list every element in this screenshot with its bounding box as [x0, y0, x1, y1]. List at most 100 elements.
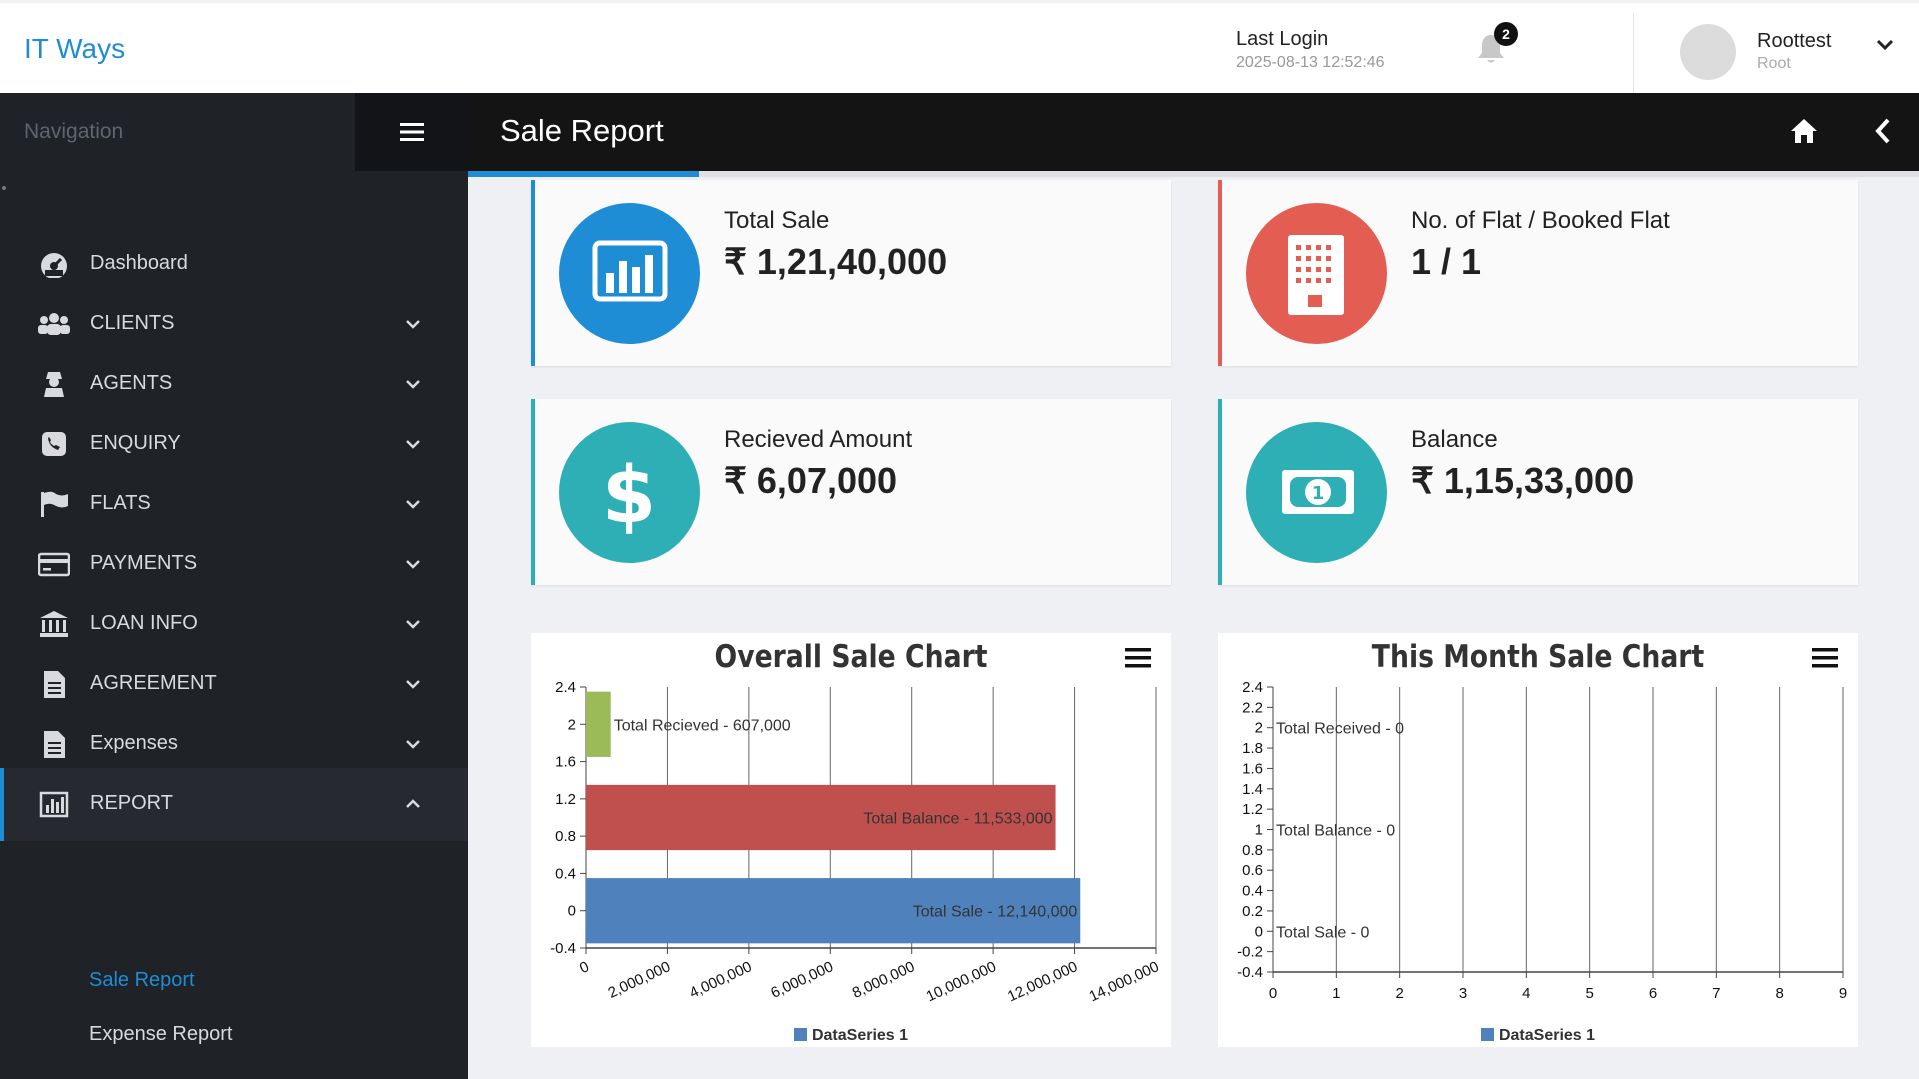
y-tick-label: 0 — [1255, 923, 1263, 940]
chevron-up-icon — [406, 799, 420, 808]
sidebar-item-label: REPORT — [90, 792, 173, 814]
page-title: Sale Report — [500, 113, 664, 148]
card-value: ₹ 1,15,33,000 — [1411, 460, 1635, 501]
bar — [586, 878, 1081, 944]
legend-swatch — [793, 1028, 807, 1041]
y-tick-label: 2 — [1255, 720, 1263, 737]
sidebar-item-loan-info[interactable]: LOAN INFO — [0, 588, 468, 661]
y-tick-label: 0 — [568, 903, 576, 920]
chart-legend: DataSeries 1 — [1218, 1027, 1858, 1045]
x-tick-label: 2 — [1395, 985, 1403, 1002]
y-tick-label: -0.2 — [1237, 944, 1263, 961]
stat-card-total-sale: Total Sale ₹ 1,21,40,000 — [531, 180, 1171, 366]
this-month-sale-chart-plot: 0 1 2 3 4 5 6 7 8 9 2.4 2.2 2 1.8 1.6 1.4 1.2 1 0.8 0.6 0.4 0… — [1237, 679, 1847, 1002]
legend-label: DataSeries 1 — [1498, 1027, 1596, 1044]
svg-text:$: $ — [602, 451, 656, 541]
chart-menu-icon[interactable] — [1125, 647, 1151, 669]
legend-swatch — [1480, 1028, 1494, 1041]
chevron-down-icon — [406, 320, 420, 329]
this-month-sale-chart: 0 1 2 3 4 5 6 7 8 9 2.4 2.2 2 1.8 1.6 1.4 1.2 1 0.8 0.6 0.4 0… — [1218, 633, 1858, 1047]
bar — [586, 784, 1056, 851]
credit-card-icon — [38, 552, 70, 577]
sidebar-item-report[interactable]: REPORT — [0, 768, 468, 841]
phone-icon — [42, 432, 66, 456]
stat-card-received-amount: $ Recieved Amount ₹ 6,07,000 — [531, 399, 1171, 585]
y-tick-label: 1.4 — [1242, 781, 1263, 798]
y-tick-label: 2.2 — [1242, 699, 1263, 716]
chart-title: This Month Sale Chart — [1371, 639, 1705, 675]
bar-data-label: Total Balance - 11,533,000 — [863, 811, 1052, 828]
x-tick-label: 7 — [1712, 985, 1720, 1002]
y-tick-label: 1 — [1255, 822, 1263, 839]
sidebar-subitem-sale-report[interactable]: Sale Report — [89, 969, 195, 991]
y-tick-label: 0.4 — [555, 865, 576, 882]
sidebar-item-payments[interactable]: PAYMENTS — [0, 528, 468, 601]
card-value: ₹ 6,07,000 — [724, 460, 898, 501]
sidebar-item-expenses[interactable]: Expenses — [0, 708, 468, 781]
chart-title: Overall Sale Chart — [714, 639, 988, 675]
x-tick-label: 0 — [1269, 985, 1277, 1002]
card-icon-circle: $ — [559, 422, 700, 563]
chevron-down-icon[interactable] — [1876, 39, 1894, 51]
chart-legend: DataSeries 1 — [531, 1027, 1171, 1045]
x-tick-label: 1 — [1332, 985, 1340, 1002]
content-header: Sale Report — [468, 93, 1919, 171]
sidebar-item-dashboard[interactable]: Dashboard — [0, 228, 468, 301]
x-tick-label: 10,000,000 — [924, 958, 999, 1005]
chart-menu-icon[interactable] — [1812, 647, 1838, 669]
y-tick-label: 2 — [568, 716, 576, 733]
sidebar-item-label: LOAN INFO — [90, 612, 198, 634]
bar-chart-icon — [39, 791, 69, 818]
sidebar-toggle-button[interactable] — [355, 93, 468, 171]
x-tick-label: 6 — [1649, 985, 1657, 1002]
y-tick-label: 0.8 — [1242, 842, 1263, 859]
card-icon-circle — [559, 203, 700, 344]
bar-data-label: Total Sale - 12,140,000 — [913, 904, 1078, 921]
y-tick-label: 1.2 — [555, 791, 576, 808]
hamburger-icon — [400, 123, 424, 141]
card-value: 1 / 1 — [1411, 241, 1482, 282]
x-tick-label: 8,000,000 — [850, 958, 918, 1002]
users-icon — [38, 313, 70, 335]
sidebar-item-label: CLIENTS — [90, 312, 175, 334]
chevron-down-icon — [406, 620, 420, 629]
card-value: ₹ 1,21,40,000 — [724, 241, 948, 282]
sidebar-item-flats[interactable]: FLATS — [0, 468, 468, 541]
page-load-progress-fill — [468, 171, 699, 177]
x-tick-label: 9 — [1839, 985, 1847, 1002]
sidebar-item-agreement[interactable]: AGREEMENT — [0, 648, 468, 721]
sidebar-item-enquiry[interactable]: ENQUIRY — [0, 408, 468, 481]
x-tick-label: 5 — [1585, 985, 1593, 1002]
sidebar-item-label: Dashboard — [90, 252, 188, 274]
stat-card-flats: No. of Flat / Booked Flat 1 / 1 — [1218, 180, 1858, 366]
bar-data-label: Total Received - 0 — [1276, 721, 1404, 738]
sidebar-item-agents[interactable]: AGENTS — [0, 348, 468, 421]
sidebar-item-label: FLATS — [90, 492, 151, 514]
flag-icon — [41, 491, 68, 517]
overall-sale-chart-plot: 0 2,000,000 4,000,000 6,000,000 8,000,000 10,… — [550, 679, 1162, 1005]
x-tick-label: 8 — [1775, 985, 1783, 1002]
header-divider — [1633, 13, 1634, 93]
document-icon — [44, 671, 65, 698]
y-tick-label: 2.4 — [555, 679, 576, 696]
sidebar-item-label: Expenses — [90, 732, 178, 754]
user-name[interactable]: Roottest — [1757, 30, 1832, 52]
dollar-icon: $ — [602, 451, 656, 541]
document-icon — [44, 731, 65, 758]
y-tick-label: 0.2 — [1242, 903, 1263, 920]
y-tick-label: -0.4 — [1237, 964, 1263, 981]
dashboard-icon — [41, 253, 67, 278]
bar-data-label: Total Recieved - 607,000 — [614, 717, 791, 734]
card-icon-circle: 1 — [1246, 422, 1387, 563]
brand-logo[interactable]: IT Ways — [24, 33, 126, 64]
sidebar-subitem-expense-report[interactable]: Expense Report — [89, 1023, 233, 1045]
notification-badge[interactable]: 2 — [1494, 22, 1518, 46]
chevron-down-icon — [406, 380, 420, 389]
chevron-left-icon[interactable] — [1874, 117, 1892, 145]
x-tick-label: 4,000,000 — [687, 958, 755, 1002]
sidebar-item-clients[interactable]: CLIENTS — [0, 288, 468, 361]
avatar[interactable] — [1680, 24, 1736, 80]
x-tick-label: 3 — [1459, 985, 1467, 1002]
sidebar-item-label: ENQUIRY — [90, 432, 181, 454]
home-icon[interactable] — [1789, 117, 1819, 145]
